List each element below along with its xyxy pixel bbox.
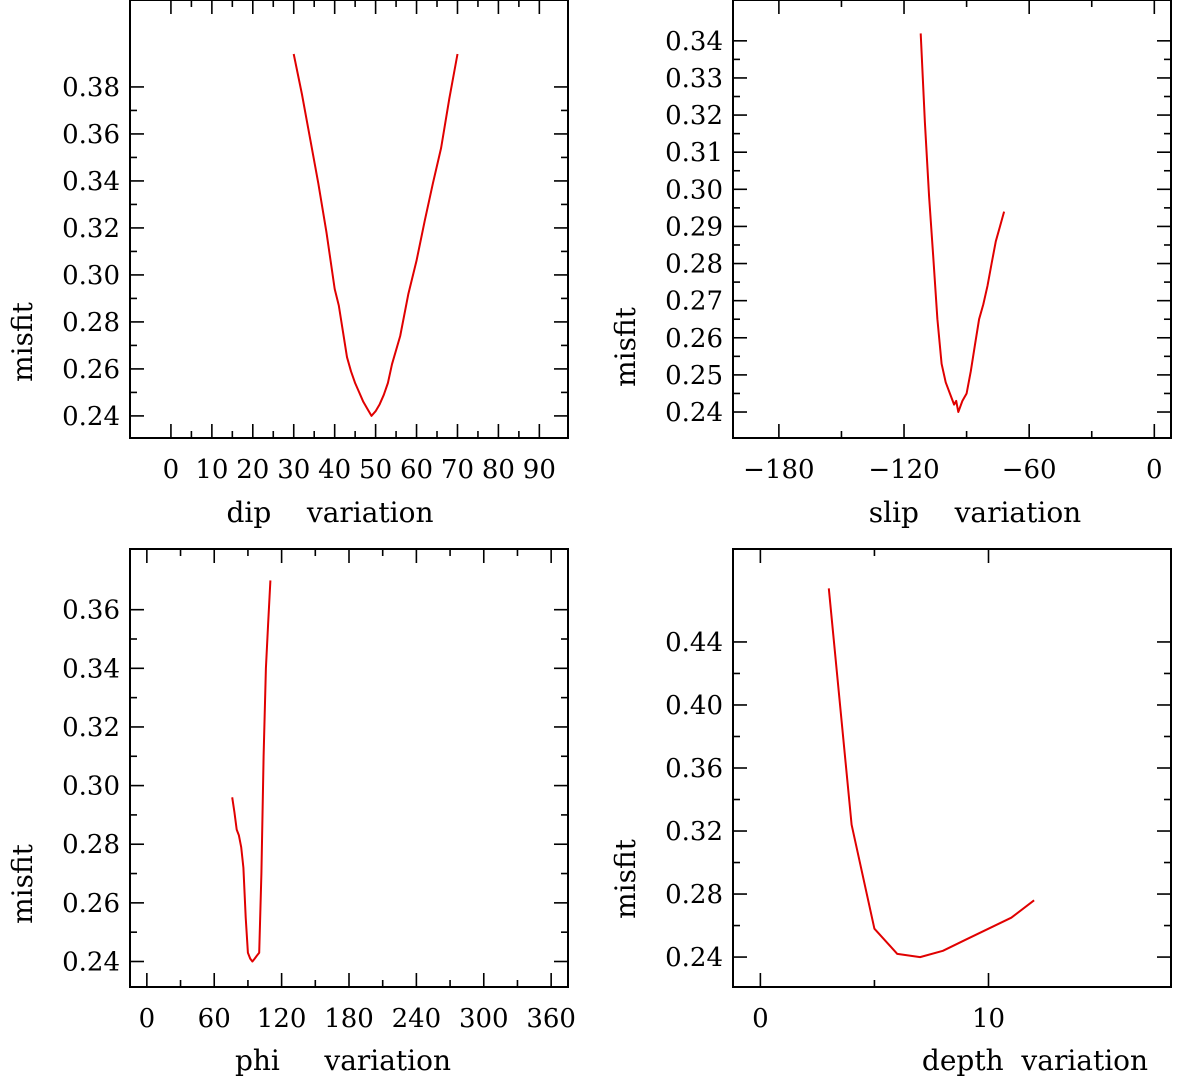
y-tick-label: 0.32 [665, 817, 723, 847]
x-tick-label: 0 [163, 455, 180, 485]
x-tick-label: 0 [752, 1004, 769, 1034]
x-tick-label: −60 [1002, 455, 1057, 485]
depth-variation-panel: 0 10 0.24 0.28 0.32 0.36 0.40 0.44 depth variati… [609, 549, 1171, 1077]
y-axis-label: misfit [6, 843, 39, 924]
y-tick-label: 0.30 [62, 261, 120, 291]
y-tick-label: 0.29 [665, 212, 723, 242]
x-tick-label: 10 [195, 455, 228, 485]
x-tick-label: 300 [459, 1004, 509, 1034]
x-tick-label: 240 [392, 1004, 442, 1034]
x-axis-label: phi variation [235, 1044, 451, 1077]
y-tick-label: 0.34 [62, 167, 120, 197]
x-tick-label: 360 [526, 1004, 576, 1034]
y-tick-label: 0.30 [665, 175, 723, 205]
y-tick-label: 0.28 [665, 880, 723, 910]
x-tick-label: 60 [400, 455, 433, 485]
x-tick-label: 0 [1146, 455, 1163, 485]
x-tick-label: 40 [318, 455, 351, 485]
y-tick-label: 0.31 [665, 138, 723, 168]
x-tick-label: 70 [441, 455, 474, 485]
y-tick-label: 0.24 [665, 943, 723, 973]
x-tick-label: −180 [743, 455, 814, 485]
misfit-curve [294, 54, 458, 416]
phi-variation-panel: 0 60 120 180 240 300 360 0.24 0.26 0.28 0.30 0.32 0.… [6, 549, 576, 1077]
y-tick-label: 0.26 [62, 889, 120, 919]
y-tick-label: 0.32 [62, 713, 120, 743]
y-tick-label: 0.26 [62, 355, 120, 385]
y-tick-label: 0.36 [62, 596, 120, 626]
plot-frame [733, 0, 1171, 438]
y-tick-label: 0.28 [62, 308, 120, 338]
x-axis-label: dip variation [226, 496, 433, 529]
y-tick-label: 0.30 [62, 772, 120, 802]
y-tick-label: 0.38 [62, 73, 120, 103]
y-tick-label: 0.24 [62, 947, 120, 977]
slip-variation-panel: −180 −120 −60 0 0.24 0.25 0.26 0.27 0.28 0.29 0.30… [609, 0, 1171, 529]
y-tick-label: 0.28 [665, 250, 723, 280]
x-tick-label: 60 [198, 1004, 231, 1034]
x-tick-label: 80 [482, 455, 515, 485]
plot-frame [130, 549, 568, 987]
y-axis-label: misfit [6, 301, 39, 382]
y-tick-label: 0.34 [62, 654, 120, 684]
y-tick-label: 0.44 [665, 628, 723, 658]
y-tick-label: 0.26 [665, 324, 723, 354]
y-tick-label: 0.32 [665, 101, 723, 131]
misfit-curve [829, 588, 1034, 957]
y-tick-label: 0.34 [665, 27, 723, 57]
misfit-curve [921, 33, 1004, 412]
x-tick-label: 180 [324, 1004, 374, 1034]
x-tick-label: 10 [972, 1004, 1005, 1034]
dip-variation-panel: 0 10 20 30 40 50 60 70 80 90 0.24 0.26 0.28 0.30 0.32 0… [6, 0, 568, 529]
y-tick-label: 0.40 [665, 691, 723, 721]
y-tick-label: 0.24 [62, 402, 120, 432]
y-tick-label: 0.36 [62, 120, 120, 150]
y-axis-label: misfit [609, 306, 642, 387]
x-tick-label: 50 [359, 455, 392, 485]
x-tick-label: 30 [277, 455, 310, 485]
y-tick-label: 0.33 [665, 64, 723, 94]
plot-frame [733, 549, 1171, 987]
y-tick-label: 0.27 [665, 287, 723, 317]
x-tick-label: 120 [257, 1004, 307, 1034]
misfit-curve [232, 580, 270, 961]
x-tick-label: 90 [523, 455, 556, 485]
y-tick-label: 0.32 [62, 214, 120, 244]
plot-frame [130, 0, 568, 438]
y-tick-label: 0.24 [665, 398, 723, 428]
y-tick-label: 0.28 [62, 830, 120, 860]
y-tick-label: 0.25 [665, 361, 723, 391]
x-axis-label: slip variation [869, 496, 1081, 529]
x-tick-label: −120 [868, 455, 939, 485]
y-tick-label: 0.36 [665, 754, 723, 784]
x-tick-label: 0 [139, 1004, 156, 1034]
y-axis-label: misfit [609, 838, 642, 919]
x-axis-label: depth variation [922, 1044, 1148, 1077]
x-tick-label: 20 [236, 455, 269, 485]
